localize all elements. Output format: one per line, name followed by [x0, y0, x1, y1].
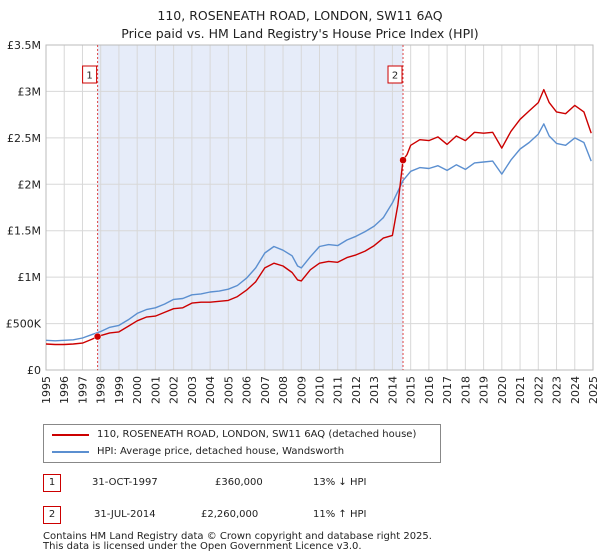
sale-point-2	[399, 156, 407, 164]
sale-box-label: 2	[392, 71, 398, 82]
x-tick-label: 2017	[441, 376, 454, 404]
price-chart: £0 £500K £1M £1.5M £2M £2.5M £3M £3.5M 1995 1996 1…	[6, 39, 600, 404]
x-tick-label: 2021	[514, 376, 527, 404]
x-tick-label: 2014	[386, 376, 399, 404]
legend-label-hpi: HPI: Average price, detached house, Wand…	[97, 446, 345, 457]
legend-label-property: 110, ROSENEATH ROAD, LONDON, SW11 6AQ (d…	[97, 429, 417, 440]
x-tick-label: 2012	[350, 376, 363, 404]
y-tick-label: £2.5M	[7, 132, 41, 145]
sale-date-1: 31-OCT-1997	[92, 477, 158, 488]
sale-badge-1: 1	[43, 474, 61, 492]
x-tick-label: 2004	[204, 376, 217, 404]
x-tick-label: 2009	[295, 376, 308, 404]
sale-price-1: £360,000	[215, 477, 263, 488]
x-tick-label: 1999	[113, 376, 126, 404]
ownership-shading	[97, 45, 404, 370]
sale-price-2: £2,260,000	[201, 509, 259, 520]
plot-area-border	[45, 44, 594, 371]
x-tick-label: 2008	[277, 376, 290, 404]
x-tick-label: 2000	[131, 376, 144, 404]
x-tick-label: 2019	[478, 376, 491, 404]
x-tick-label: 2015	[405, 376, 418, 404]
sale-box-label: 1	[86, 71, 92, 82]
y-tick-label: £500K	[6, 318, 42, 331]
y-tick-label: £0	[27, 364, 41, 377]
x-tick-label: 2002	[168, 376, 181, 404]
chart-legend: 110, ROSENEATH ROAD, LONDON, SW11 6AQ (d…	[43, 424, 441, 463]
x-tick-label: 2007	[259, 376, 272, 404]
x-tick-label: 1998	[95, 376, 108, 404]
sale-box	[82, 65, 98, 84]
chart-subtitle: Price paid vs. HM Land Registry's House …	[121, 26, 479, 41]
x-tick-label: 2013	[368, 376, 381, 404]
legend-swatch-property	[52, 434, 89, 436]
x-tick-label: 2018	[459, 376, 472, 404]
footer-line-1: Contains HM Land Registry data © Crown c…	[43, 531, 432, 542]
sale-badge-2: 2	[43, 506, 61, 524]
sale-annotation-1: 1	[82, 65, 98, 84]
legend-swatch-hpi	[52, 451, 89, 453]
x-tick-label: 1995	[40, 376, 53, 404]
x-tick-label: 2024	[569, 376, 582, 404]
x-tick-label: 2016	[423, 376, 436, 404]
x-tick-label: 2003	[186, 376, 199, 404]
x-tick-label: 2010	[314, 376, 327, 404]
x-tick-label: 1996	[58, 376, 71, 404]
x-tick-label: 2001	[149, 376, 162, 404]
sale-annotation-2: 2	[387, 65, 403, 84]
footer-line-2: This data is licensed under the Open Gov…	[43, 541, 362, 552]
sale-hpi-1: 13% ↓ HPI	[313, 477, 367, 488]
y-tick-label: £1M	[18, 271, 42, 284]
x-tick-label: 2022	[532, 376, 545, 404]
y-tick-label: £3M	[18, 85, 42, 98]
y-tick-label: £2M	[18, 178, 42, 191]
x-tick-label: 2006	[241, 376, 254, 404]
property-price-line	[45, 88, 592, 346]
sale-hpi-2: 11% ↑ HPI	[313, 509, 367, 520]
y-tick-label: £1.5M	[7, 225, 41, 238]
x-tick-label: 2025	[587, 376, 600, 404]
x-tick-label: 2020	[496, 376, 509, 404]
sale-date-2: 31-JUL-2014	[94, 509, 156, 520]
sale-box	[387, 65, 403, 84]
x-tick-label: 1997	[76, 376, 89, 404]
chart-title: 110, ROSENEATH ROAD, LONDON, SW11 6AQ	[157, 8, 443, 23]
x-tick-label: 2011	[332, 376, 345, 404]
y-tick-label: £3.5M	[7, 39, 41, 52]
x-tick-label: 2023	[551, 376, 564, 404]
hpi-line	[45, 123, 592, 342]
sale-point-1	[93, 332, 102, 341]
footer-note: Contains HM Land Registry data © Crown c…	[43, 532, 432, 552]
x-tick-label: 2005	[222, 376, 235, 404]
